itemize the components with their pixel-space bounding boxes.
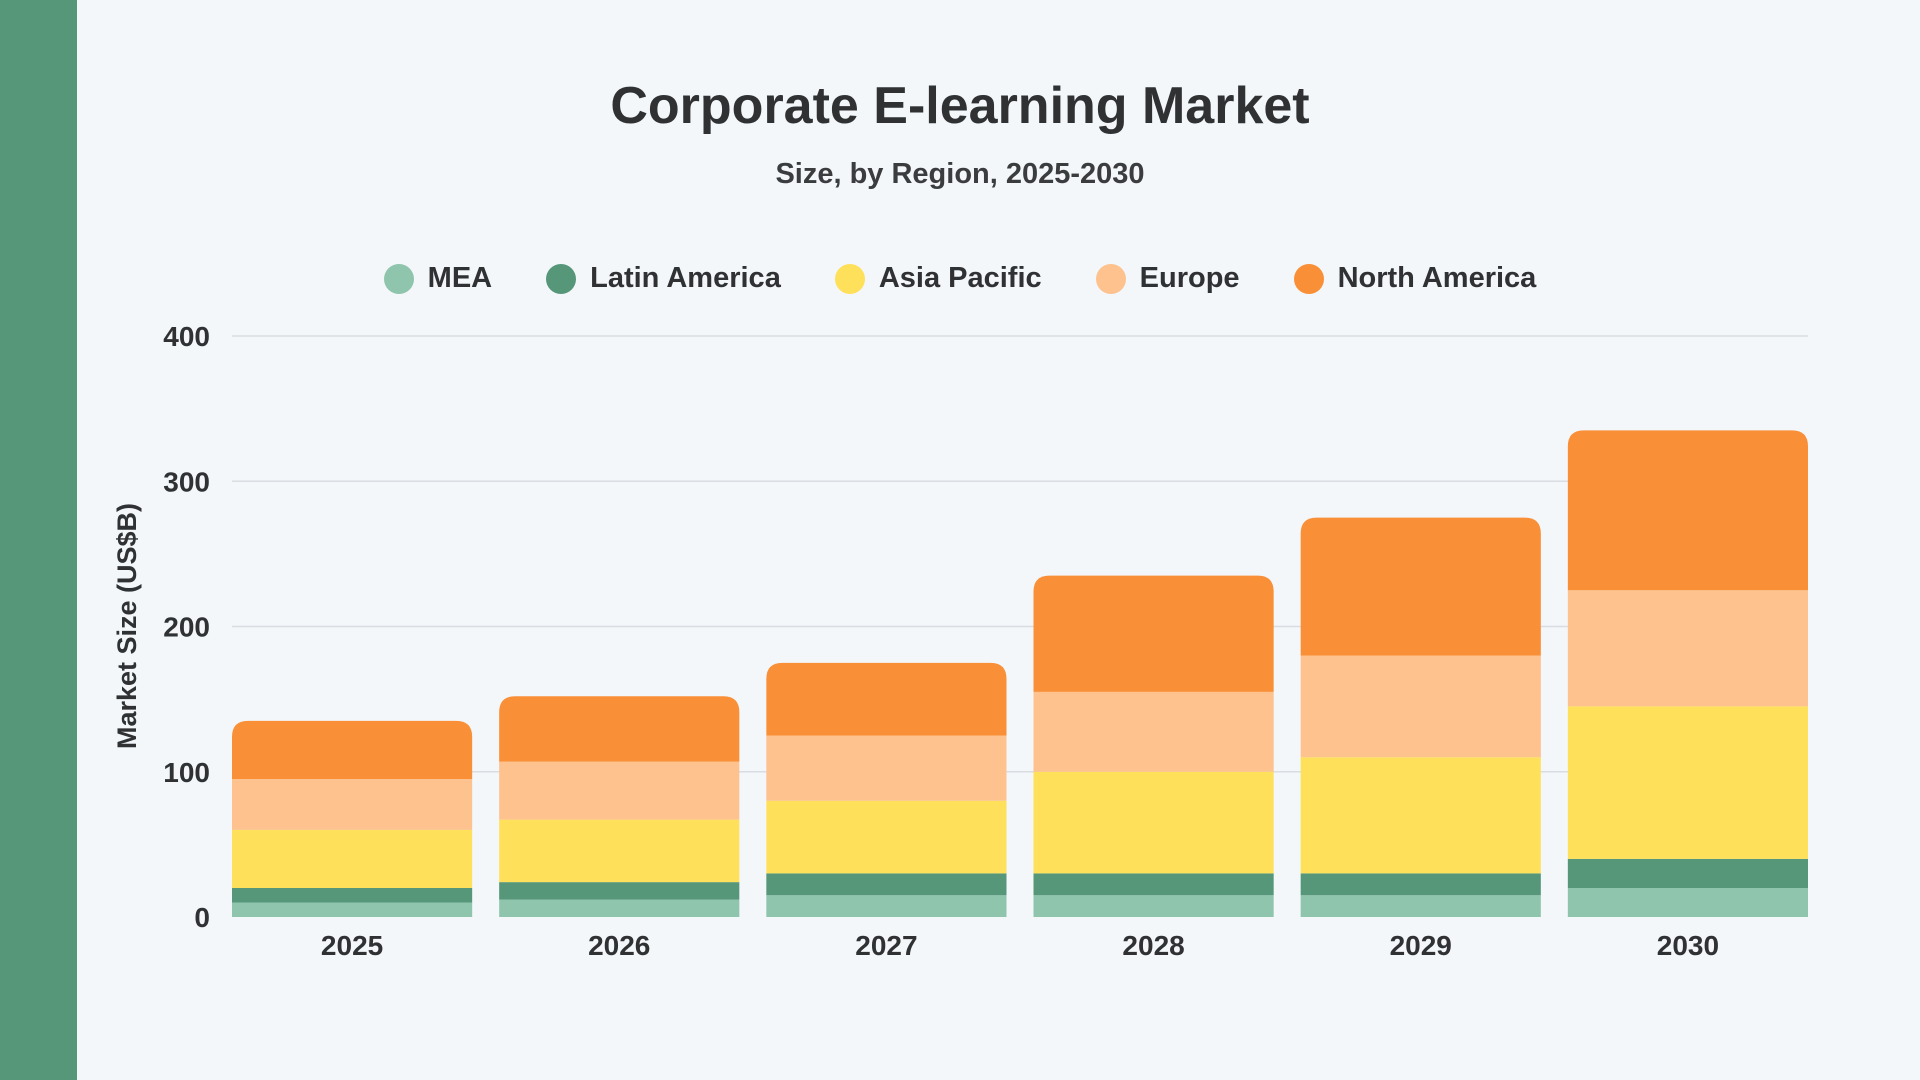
bar-segment-latin-america — [766, 873, 1007, 896]
bar-segment-europe — [766, 735, 1007, 801]
y-tick-label: 0 — [194, 902, 210, 933]
legend-label: Europe — [1139, 262, 1240, 294]
bar-segment-asia-pacific — [232, 829, 473, 888]
x-tick-label: 2028 — [1122, 930, 1184, 961]
side-accent-strip — [0, 0, 77, 1080]
legend-item: Asia Pacific — [834, 262, 1042, 295]
bar-segment-mea — [1567, 887, 1808, 917]
bar-segment-latin-america — [499, 882, 740, 900]
bar-segment-latin-america — [1300, 873, 1541, 896]
y-tick-label: 200 — [163, 612, 210, 643]
bar-segment-europe — [499, 761, 740, 820]
bar-segment-north-america — [1300, 517, 1541, 656]
legend-item: North America — [1293, 262, 1537, 295]
legend-swatch — [1095, 263, 1126, 294]
legend-item: Europe — [1095, 262, 1240, 295]
y-axis-label: Market Size (US$B) — [112, 503, 142, 749]
x-tick-label: 2030 — [1657, 930, 1719, 961]
y-tick-label: 300 — [163, 466, 210, 497]
bar-segment-europe — [232, 779, 473, 830]
legend-label: North America — [1337, 262, 1537, 294]
bar-segment-mea — [1300, 895, 1541, 917]
bar-segment-mea — [1033, 895, 1274, 917]
legend-label: Asia Pacific — [878, 262, 1042, 294]
bar-segment-north-america — [1567, 430, 1808, 591]
x-tick-label: 2026 — [588, 930, 650, 961]
legend-item: MEA — [383, 262, 493, 295]
bar-segment-north-america — [232, 720, 473, 780]
bar-segment-mea — [499, 899, 740, 917]
legend-label: MEA — [427, 262, 493, 294]
bar-segment-europe — [1567, 590, 1808, 707]
x-tick-label: 2029 — [1390, 930, 1452, 961]
x-tick-label: 2025 — [321, 930, 383, 961]
bar-segment-latin-america — [1567, 858, 1808, 888]
legend-swatch — [1293, 263, 1324, 294]
legend-label: Latin America — [590, 262, 781, 294]
y-tick-label: 400 — [163, 321, 210, 352]
y-tick-label: 100 — [163, 757, 210, 788]
chart-subtitle: Size, by Region, 2025-2030 — [775, 158, 1145, 190]
bar-segment-latin-america — [232, 887, 473, 903]
chart-title: Corporate E-learning Market — [610, 77, 1310, 135]
bar-segment-asia-pacific — [1567, 706, 1808, 859]
bar-segment-asia-pacific — [1033, 771, 1274, 874]
bar-segment-north-america — [1033, 575, 1274, 692]
legend: MEA Latin America Asia Pacific Europe North … — [0, 262, 1920, 295]
bar-segment-asia-pacific — [766, 800, 1007, 874]
bar-segment-latin-america — [1033, 873, 1274, 896]
legend-swatch — [834, 263, 865, 294]
bar-segment-asia-pacific — [499, 819, 740, 883]
bar-segment-mea — [766, 895, 1007, 917]
legend-swatch — [546, 263, 577, 294]
bar-segment-asia-pacific — [1300, 757, 1541, 874]
bar-segment-north-america — [766, 662, 1007, 736]
bar-segment-north-america — [499, 696, 740, 762]
bar-segment-mea — [232, 902, 473, 917]
bar-segment-europe — [1033, 691, 1274, 772]
bar-segment-europe — [1300, 655, 1541, 758]
legend-swatch — [383, 263, 414, 294]
x-tick-label: 2027 — [855, 930, 917, 961]
legend-item: Latin America — [546, 262, 781, 295]
